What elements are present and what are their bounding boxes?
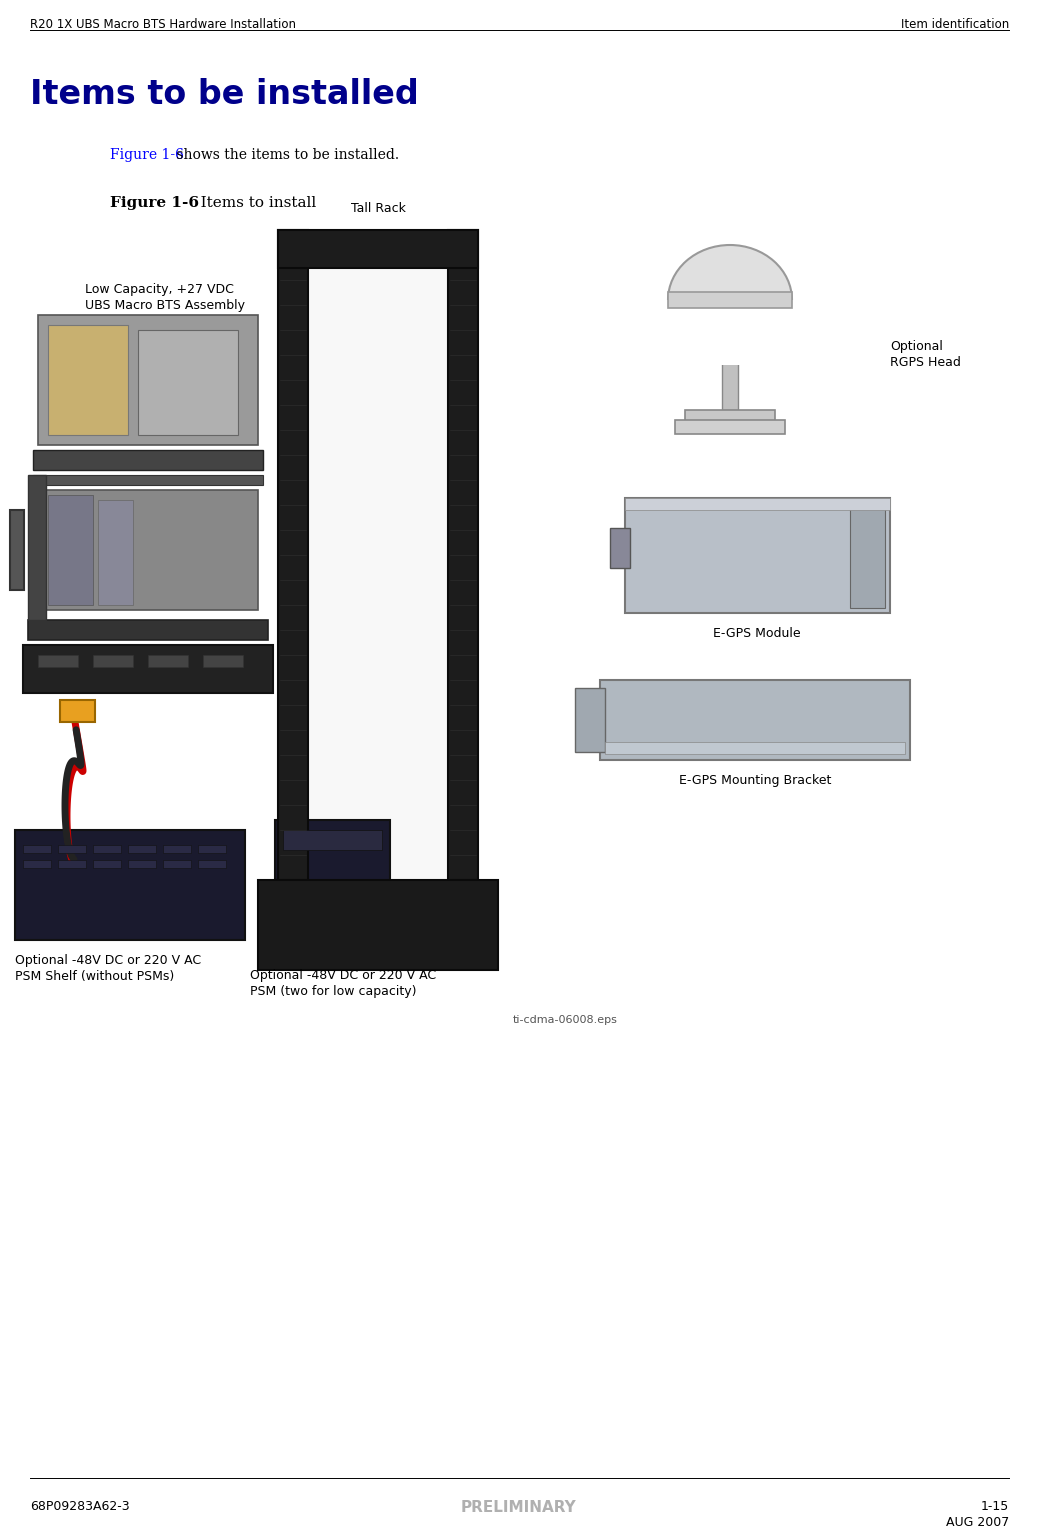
Bar [610, 528, 630, 568]
Text: PRELIMINARY: PRELIMINARY [461, 1500, 577, 1515]
Bar [98, 499, 133, 605]
Bar [148, 655, 188, 667]
Bar [278, 231, 308, 880]
Text: Items to be installed: Items to be installed [30, 78, 419, 111]
Bar [600, 680, 910, 760]
Text: PSM (two for low capacity): PSM (two for low capacity) [250, 985, 417, 999]
Text: E-GPS Module: E-GPS Module [713, 628, 801, 640]
Bar [275, 820, 390, 954]
Bar [10, 510, 24, 589]
Bar [850, 502, 885, 608]
Bar [38, 655, 78, 667]
Text: UBS Macro BTS Assembly: UBS Macro BTS Assembly [85, 299, 245, 312]
Bar [625, 498, 890, 510]
Bar [625, 498, 890, 612]
Bar [28, 620, 268, 640]
Bar [94, 860, 121, 867]
Text: AUG 2007: AUG 2007 [945, 1516, 1009, 1527]
Bar [38, 490, 258, 609]
Bar [163, 844, 191, 854]
Bar [448, 231, 478, 880]
Bar [48, 495, 94, 605]
Text: Figure 1-6: Figure 1-6 [110, 148, 184, 162]
Bar [258, 880, 498, 970]
Text: Figure 1-6: Figure 1-6 [110, 195, 199, 211]
Bar [23, 844, 51, 854]
Bar [668, 292, 792, 308]
Ellipse shape [668, 244, 792, 354]
Text: RGPS Head: RGPS Head [890, 356, 961, 370]
Bar [138, 330, 238, 435]
Text: Optional: Optional [890, 341, 942, 353]
Bar [94, 655, 133, 667]
Bar [663, 299, 797, 365]
Bar [198, 860, 227, 867]
Text: E-GPS Mounting Bracket: E-GPS Mounting Bracket [678, 774, 831, 786]
Bar [685, 411, 775, 428]
Bar [15, 831, 245, 941]
Bar [203, 655, 243, 667]
Bar [58, 844, 86, 854]
Bar [163, 860, 191, 867]
Text: Low Capacity, +27 VDC: Low Capacity, +27 VDC [85, 282, 234, 296]
Text: ti-cdma-06008.eps: ti-cdma-06008.eps [512, 1015, 617, 1025]
Text: Optional -48V DC or 220 V AC: Optional -48V DC or 220 V AC [15, 954, 202, 967]
Text: Tall Rack: Tall Rack [350, 202, 405, 215]
Bar [605, 742, 905, 754]
Bar [23, 644, 273, 693]
Bar [128, 860, 156, 867]
Bar [575, 689, 605, 751]
Bar [94, 844, 121, 854]
Text: PSM Shelf (without PSMs): PSM Shelf (without PSMs) [15, 970, 175, 983]
Bar [675, 420, 785, 434]
Bar [33, 450, 263, 470]
Bar [722, 310, 738, 411]
Bar [128, 844, 156, 854]
Bar [38, 315, 258, 444]
Bar [283, 831, 382, 851]
Bar [198, 844, 227, 854]
Bar [48, 325, 128, 435]
Bar [23, 860, 51, 867]
Text: 68P09283A62-3: 68P09283A62-3 [30, 1500, 130, 1513]
Bar [308, 269, 448, 880]
Bar [278, 231, 478, 269]
Bar [58, 860, 86, 867]
Bar [28, 475, 46, 620]
Text: 1-15: 1-15 [981, 1500, 1009, 1513]
Text: Item identification: Item identification [901, 18, 1009, 31]
Text: shows the items to be installed.: shows the items to be installed. [172, 148, 399, 162]
Bar [33, 475, 263, 486]
Text: R20 1X UBS Macro BTS Hardware Installation: R20 1X UBS Macro BTS Hardware Installati… [30, 18, 296, 31]
Text: Items to install: Items to install [186, 195, 316, 211]
Bar [60, 699, 95, 722]
Text: Optional -48V DC or 220 V AC: Optional -48V DC or 220 V AC [250, 970, 436, 982]
